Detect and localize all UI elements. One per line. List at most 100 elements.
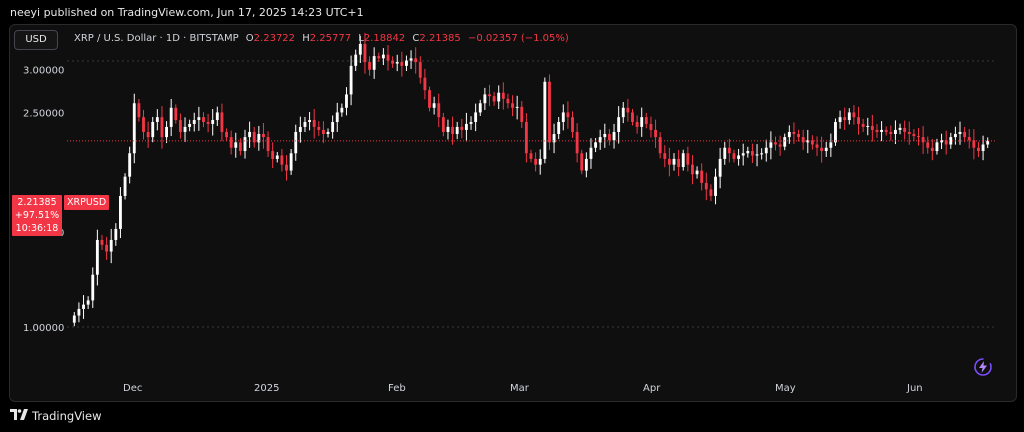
candle-body xyxy=(308,120,312,122)
candle-body xyxy=(151,121,155,138)
candle-body xyxy=(215,112,219,121)
published-caption: neeyi published on TradingView.com, Jun … xyxy=(10,6,364,19)
candle-body xyxy=(257,133,261,143)
candle-body xyxy=(238,142,242,152)
candle-body xyxy=(953,133,957,138)
candle-body xyxy=(654,129,657,138)
candle-body xyxy=(405,60,408,66)
candle-body xyxy=(704,182,708,190)
currency-button[interactable]: USD xyxy=(14,30,58,50)
candle-body xyxy=(972,140,976,148)
candle-body xyxy=(843,117,847,121)
legend-change: −0.02357 (−1.05%) xyxy=(467,33,569,44)
candle-body xyxy=(806,140,810,143)
candle-body xyxy=(884,129,888,132)
candle-body xyxy=(100,239,104,245)
candle-body xyxy=(252,131,256,143)
candle-body xyxy=(810,140,814,145)
candle-body xyxy=(815,144,819,148)
candle-body xyxy=(386,54,390,61)
candle-body xyxy=(663,153,667,159)
candle-body xyxy=(372,56,376,70)
candle-body xyxy=(395,62,399,64)
lightning-icon[interactable] xyxy=(973,357,993,377)
candle-body xyxy=(695,170,699,175)
legend-close: 2.21385 xyxy=(419,33,461,44)
candle-body xyxy=(77,308,81,316)
symbol-badge: XRPUSD xyxy=(64,195,110,210)
candle-body xyxy=(686,153,690,165)
candle-body xyxy=(741,153,745,156)
candle-body xyxy=(631,112,634,122)
candle-body xyxy=(146,131,150,138)
candle-body xyxy=(949,137,953,145)
candle-body xyxy=(774,142,777,145)
candle-body xyxy=(755,154,759,156)
candle-body xyxy=(598,137,602,143)
legend-low-label: L xyxy=(358,33,364,44)
candle-body xyxy=(312,120,316,127)
candle-body xyxy=(958,131,962,134)
candle-body xyxy=(764,147,768,154)
candle-body xyxy=(86,300,90,305)
legend-low: 2.18842 xyxy=(363,33,406,44)
candle-body xyxy=(797,133,800,138)
candle-body xyxy=(880,129,884,132)
candle-body xyxy=(700,170,704,183)
candle-body xyxy=(866,125,870,127)
candle-body xyxy=(847,112,851,121)
candle-body xyxy=(441,117,445,132)
candle-body xyxy=(727,147,731,154)
x-tick-label: May xyxy=(775,383,796,394)
candle-body xyxy=(414,58,418,63)
candle-body xyxy=(607,133,611,141)
candle-body xyxy=(644,117,648,124)
footer-brand[interactable]: TradingView xyxy=(10,409,101,423)
candle-body xyxy=(72,315,76,323)
candle-body xyxy=(331,121,335,132)
candle-body xyxy=(612,131,616,141)
candle-body xyxy=(921,137,925,143)
candle-body xyxy=(488,94,491,97)
candle-body xyxy=(857,117,860,124)
chart-frame[interactable]: 1.000001.500002.500003.00000Dec2025FebMa… xyxy=(9,24,1017,402)
candle-body xyxy=(640,117,644,127)
candle-body xyxy=(935,142,939,152)
candle-body xyxy=(543,81,547,159)
candle-body xyxy=(986,140,990,145)
candle-body xyxy=(635,121,639,127)
candle-body xyxy=(944,140,948,145)
legend-high: 2.25777 xyxy=(309,33,352,44)
candle-body xyxy=(672,158,676,165)
candle-body xyxy=(220,112,224,132)
candle-body xyxy=(926,142,930,148)
candle-body xyxy=(178,120,182,132)
legend-symbol: XRP / U.S. Dollar · 1D · BITSTAMP xyxy=(74,33,239,44)
candle-body xyxy=(266,137,270,152)
candle-body xyxy=(119,195,122,229)
candle-body xyxy=(534,158,538,165)
candle-body xyxy=(621,107,625,118)
chart-svg[interactable]: 1.000001.500002.500003.00000Dec2025FebMa… xyxy=(10,25,1016,401)
candle-body xyxy=(575,131,579,154)
candle-body xyxy=(363,43,367,63)
candle-body xyxy=(345,94,348,108)
candle-body xyxy=(271,151,275,159)
candle-body xyxy=(667,158,671,165)
x-tick-label: Feb xyxy=(388,383,406,394)
candle-body xyxy=(829,142,833,148)
candle-body xyxy=(714,176,717,196)
candle-body xyxy=(681,153,685,168)
candle-body xyxy=(474,112,478,122)
candle-body xyxy=(377,56,381,59)
candle-body xyxy=(202,117,205,122)
candle-body xyxy=(889,131,893,134)
candle-body xyxy=(501,92,505,99)
candle-body xyxy=(91,274,95,301)
candle-body xyxy=(446,126,450,132)
candle-body xyxy=(248,131,252,138)
y-tick-label: 3.00000 xyxy=(23,66,64,77)
candle-body xyxy=(524,121,528,154)
candle-body xyxy=(580,153,584,171)
candle-body xyxy=(464,123,468,130)
